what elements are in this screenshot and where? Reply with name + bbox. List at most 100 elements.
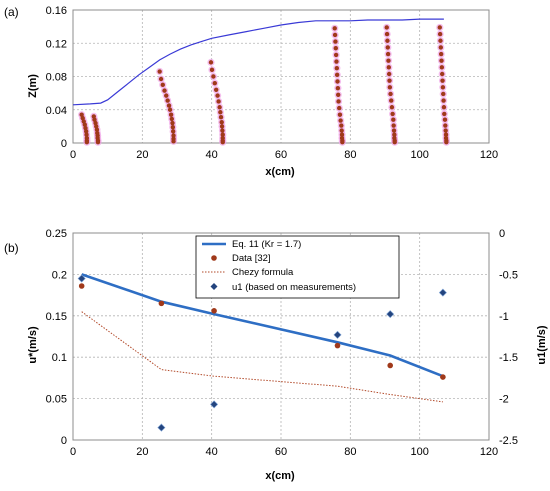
panel-a: (a) 0 20 40 60 80 100 120 0 0.04 0.08 0.12 0.16 x(c… [4,5,498,178]
profile-3-point [164,93,169,98]
panel-b-legend: Eq. 11 (Kr = 1.7) Data [32] Chezy formul… [195,235,400,299]
profile-3-point [171,133,176,138]
profile-7-point [438,45,444,50]
profile-7-point [440,71,445,77]
panel-a-frame [72,9,490,144]
profile-6-point [386,65,392,70]
profile-5-point [339,123,344,128]
data32-point [440,374,446,380]
u1-point [438,288,447,297]
profile-1-point [79,112,84,117]
profile-4-point [212,80,217,86]
panel-b-y-tick-label: 0.1 [52,352,67,364]
profile-6-point [392,132,397,137]
profile-3-point [166,103,172,108]
panel-a-x-tick-label: 120 [480,149,498,161]
profile-6-point [391,117,396,122]
profile-5-point [338,118,343,123]
panel-a-label: (a) [4,5,19,19]
profile-5-point [332,32,338,38]
legend-chezy-label: Chezy formula [232,267,294,278]
u1-point [77,274,86,283]
profile-6-point [391,123,396,128]
profile-3-point [165,98,170,103]
panel-a-y-tick-label: 0.04 [46,105,67,117]
profile-5-point [333,46,338,51]
panel-b-y2-tick-label: -1.5 [499,352,518,364]
profile-5-point [336,99,341,104]
profile-7-point [440,78,445,83]
panel-b-y2-tick-label: -2.5 [499,435,518,447]
panel-b-y2-axis-label: u1(m/s) [536,325,548,364]
profile-3-point [170,125,176,130]
profile-7-point [443,132,449,137]
data32-point [334,342,341,349]
panel-b-x-tick-label: 80 [344,446,356,458]
panel-a-y-axis-label: Z(m) [27,74,39,98]
profile-7-point [441,105,447,110]
legend-data-label: Data [32] [232,253,271,264]
panel-a-tick-labels: 0 20 40 60 80 100 120 0 0.04 0.08 0.12 0.16 [46,5,499,161]
profile-7-point [441,98,446,103]
panel-a-x-tick-label: 60 [275,149,287,161]
panel-b-series [77,273,447,432]
profile-3-point [168,112,174,117]
profile-7-point [439,58,444,63]
panel-b-y2-tick-label: 0 [499,228,505,240]
profile-4-point [216,99,221,104]
profile-5-point [334,65,340,71]
panel-b-x-tick-label: 100 [410,446,428,458]
legend-data-swatch [211,255,217,261]
profile-4-point [219,120,224,125]
profile-6-point [387,85,393,90]
profile-3-point [157,69,162,74]
profile-6-point [388,91,393,97]
panel-b-y-tick-label: 0.15 [46,311,67,323]
profile-5-point [339,132,345,137]
profile-2-point [93,120,98,126]
profile-1-point [81,119,86,124]
profile-4-point [209,67,215,73]
profile-4-point [220,132,225,137]
panel-b-label: (b) [4,241,19,255]
profile-4-point [217,105,222,110]
panel-a-x-tick-label: 20 [136,149,148,161]
profile-5-point [333,52,339,58]
panel-b-x-tick-label: 40 [206,446,218,458]
profile-3-point [170,129,176,134]
data32-point [78,283,85,289]
profile-3-point [170,120,175,126]
panel-a-x-tick-label: 40 [206,149,218,161]
profile-4-point [220,139,225,145]
profile-4-point [215,93,220,98]
profile-1-point [84,132,89,137]
profile-6-point [384,25,389,30]
panel-a-water-surface-line [72,18,444,106]
profile-7-point [438,51,444,57]
data32-point [158,300,165,307]
panel-b-axes [72,232,490,441]
panel-a-axes [72,9,490,144]
profile-1-point [80,115,85,121]
profile-5-point [335,85,341,91]
profile-6-point [384,31,390,37]
profile-7-point [444,139,449,145]
profile-6-point [386,58,391,63]
panel-b-y-tick-label: 0.25 [46,228,67,240]
panel-b-y-tick-label: 0.2 [52,269,67,281]
legend-u1-label: u1 (based on measurements) [232,282,356,293]
profile-3-point [162,88,167,93]
profile-2-point [95,139,101,145]
profile-7-point [437,25,442,30]
u1-point [210,400,219,409]
u1-point [157,423,166,432]
panel-b-x-tick-label: 0 [70,446,76,458]
panel-b-y2-tick-label: -2 [499,394,509,406]
panel-b-y-tick-label: 0 [61,435,67,447]
profile-4-point [219,124,225,129]
profile-7-point [442,117,448,122]
legend-eq11-label: Eq. 11 (Kr = 1.7) [232,239,301,250]
profile-4-point [218,115,224,120]
profile-5-point [334,59,339,64]
